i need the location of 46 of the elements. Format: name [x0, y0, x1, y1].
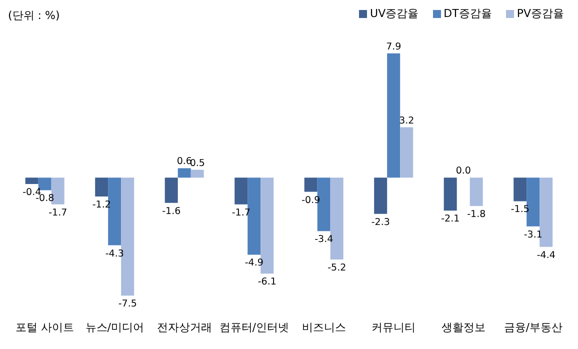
bar — [540, 178, 553, 247]
data-label: 0.0 — [456, 166, 471, 177]
bar — [470, 178, 483, 206]
x-tick-label: 생활정보 — [441, 320, 486, 334]
x-tick-label: 커뮤니티 — [372, 320, 416, 334]
data-label: -4.9 — [244, 258, 264, 269]
legend-label: UV증감율 — [370, 6, 419, 21]
bar — [164, 178, 178, 203]
x-tick-label: 비즈니스 — [302, 320, 346, 334]
data-label: 0.5 — [190, 158, 205, 169]
data-label: -1.6 — [162, 206, 181, 217]
data-label: -7.5 — [118, 298, 137, 310]
bar — [400, 127, 414, 178]
bar — [526, 178, 540, 226]
bar — [25, 178, 38, 184]
text: (단위 : %) — [8, 8, 60, 23]
bar — [190, 170, 204, 178]
data-label: 0.6 — [176, 156, 192, 168]
bar — [108, 178, 122, 246]
bar — [387, 53, 400, 178]
data-label: -2.3 — [371, 216, 390, 228]
data-label: -3.1 — [524, 229, 542, 240]
legend-label: PV증감율 — [516, 6, 564, 21]
data-label: -5.2 — [328, 262, 346, 274]
bar — [234, 178, 248, 204]
bar — [304, 178, 318, 192]
x-tick-label: 컴퓨터/인터넷 — [219, 320, 289, 334]
bar — [374, 178, 388, 214]
data-label: -1.8 — [467, 208, 486, 220]
bar — [178, 168, 191, 178]
data-label: -3.4 — [314, 234, 334, 246]
data-label: -4.3 — [105, 248, 124, 260]
x-tick-label: 전자상거래 — [156, 320, 212, 334]
bar — [95, 178, 108, 197]
data-label: -1.7 — [48, 207, 68, 218]
bar — [444, 178, 457, 211]
x-tick-label: 금융/부동산 — [504, 320, 562, 334]
x-tick-label: 포털 사이트 — [16, 320, 74, 334]
data-label: -0.8 — [36, 193, 54, 204]
legend-label: DT증감율 — [444, 6, 492, 21]
data-label: -2.1 — [441, 214, 460, 225]
bar — [514, 178, 527, 202]
x-tick-label: 뉴스/미디어 — [85, 320, 144, 334]
data-label: -4.4 — [536, 250, 556, 261]
data-label: -6.1 — [258, 276, 276, 288]
data-label: 7.9 — [386, 41, 402, 52]
